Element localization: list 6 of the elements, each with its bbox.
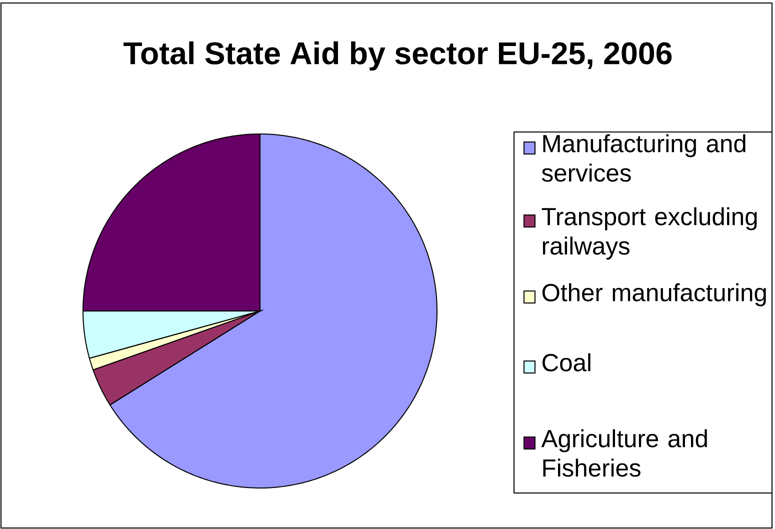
legend-label: Other manufacturing [542,283,766,306]
legend-label: Transport excluding railways [542,207,757,260]
chart-title: Total State Aid by sector EU-25, 2006 [124,41,672,71]
legend-label: Manufacturing and services [542,134,746,182]
legend-label: Agriculture and Fisheries [541,429,707,477]
legend-label: Coal [542,353,590,372]
